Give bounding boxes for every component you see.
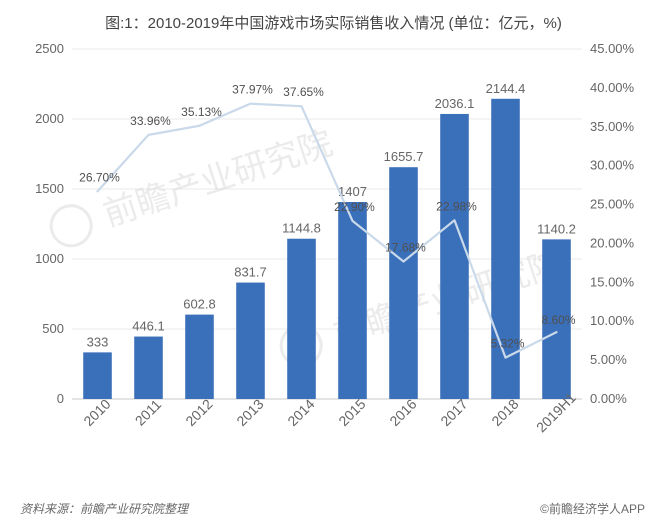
bar-value-label: 1655.7	[383, 149, 423, 164]
y-right-tick: 40.00%	[590, 80, 635, 95]
x-tick-label: 2013	[233, 396, 266, 429]
bar-value-label: 1144.8	[282, 221, 321, 236]
line-value-label: 33.96%	[130, 114, 171, 128]
bar-value-label: 446.1	[132, 319, 165, 334]
y-right-tick: 0.00%	[590, 391, 627, 406]
bar-value-label: 831.7	[234, 265, 267, 280]
bar	[83, 352, 112, 399]
x-tick-label: 2010	[80, 396, 113, 429]
y-right-tick: 10.00%	[590, 313, 635, 328]
chart-title: 图:1：2010-2019年中国游戏市场实际销售收入情况 (单位：亿元，%)	[0, 0, 667, 39]
line-value-label: 26.70%	[79, 170, 120, 184]
chart-svg: 前瞻产业研究院前瞻产业研究院333446.1602.8831.71144.814…	[24, 39, 644, 459]
source-right: ©前瞻经济学人APP	[540, 500, 645, 517]
y-left-tick: 2500	[35, 41, 64, 56]
line-value-label: 22.98%	[436, 199, 477, 213]
line-value-label: 8.60%	[541, 313, 575, 327]
bar-value-label: 2144.4	[485, 81, 525, 96]
bar	[491, 99, 520, 399]
bar	[440, 114, 469, 399]
line-value-label: 37.65%	[283, 85, 324, 99]
y-right-tick: 45.00%	[590, 41, 635, 56]
y-right-tick: 5.00%	[590, 352, 627, 367]
line-value-label: 35.13%	[181, 105, 222, 119]
line-value-label: 37.97%	[232, 83, 273, 97]
bar	[236, 283, 265, 399]
line-value-label: 17.68%	[385, 240, 426, 254]
bar-value-label: 333	[86, 334, 108, 349]
bar-value-label: 2036.1	[434, 96, 474, 111]
bar-value-label: 602.8	[183, 297, 216, 312]
y-right-tick: 20.00%	[590, 235, 635, 250]
x-tick-label: 2018	[488, 396, 521, 429]
x-tick-label: 2011	[131, 396, 164, 429]
x-tick-label: 2012	[182, 396, 215, 429]
x-tick-label: 2015	[335, 396, 368, 429]
footer: 资料来源：前瞻产业研究院整理 ©前瞻经济学人APP	[20, 500, 645, 517]
svg-text:前瞻产业研究院: 前瞻产业研究院	[98, 124, 336, 234]
line-value-label: 5.32%	[490, 337, 524, 351]
y-left-tick: 2000	[35, 111, 64, 126]
y-right-tick: 25.00%	[590, 197, 635, 212]
y-left-tick: 1500	[35, 181, 64, 196]
bar	[389, 167, 418, 399]
bar	[134, 337, 163, 399]
bar	[185, 315, 214, 399]
x-tick-label: 2017	[437, 396, 470, 429]
x-tick-label: 2014	[284, 396, 317, 429]
line-value-label: 22.90%	[334, 200, 375, 214]
y-right-tick: 15.00%	[590, 274, 635, 289]
bar	[287, 239, 316, 399]
y-left-tick: 1000	[35, 251, 64, 266]
y-left-tick: 0	[56, 391, 63, 406]
x-tick-label: 2016	[386, 396, 419, 429]
chart-area: 前瞻产业研究院前瞻产业研究院333446.1602.8831.71144.814…	[24, 39, 644, 459]
source-left: 资料来源：前瞻产业研究院整理	[20, 500, 188, 517]
bar	[338, 202, 367, 399]
y-right-tick: 35.00%	[590, 119, 635, 134]
y-right-tick: 30.00%	[590, 158, 635, 173]
bar-value-label: 1140.2	[537, 221, 576, 236]
y-left-tick: 500	[42, 321, 64, 336]
